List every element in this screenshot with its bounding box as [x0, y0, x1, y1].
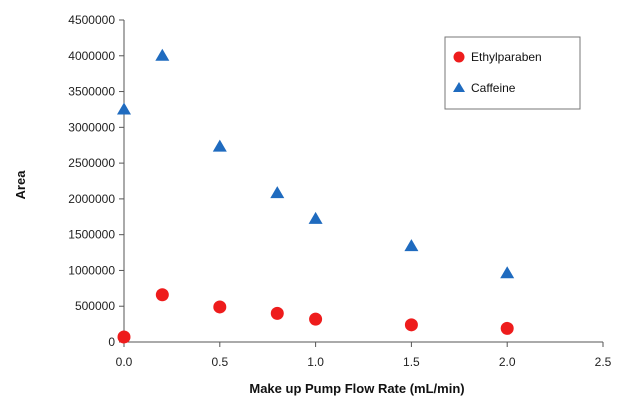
legend-label-ethylparaben: Ethylparaben [471, 50, 542, 64]
y-tick-label: 0 [108, 335, 115, 349]
x-axis-ticks: 0.0 0.5 1.0 1.5 2.0 2.5 [116, 342, 612, 369]
y-tick-label: 4500000 [68, 13, 115, 27]
point-caffeine [117, 102, 131, 115]
y-tick-label: 3500000 [68, 85, 115, 99]
legend-marker-ethylparaben [453, 51, 465, 63]
y-axis-title: Area [13, 170, 28, 200]
x-tick-label: 1.0 [307, 355, 324, 369]
x-tick-label: 2.5 [595, 355, 612, 369]
point-ethylparaben [155, 288, 169, 302]
point-ethylparaben [270, 306, 284, 320]
point-caffeine [270, 186, 285, 199]
y-tick-label: 1500000 [68, 228, 115, 242]
legend-label-caffeine: Caffeine [471, 81, 516, 95]
y-tick-label: 3000000 [68, 120, 115, 134]
x-tick-label: 0.5 [211, 355, 228, 369]
x-tick-label: 1.5 [403, 355, 420, 369]
legend-box [444, 36, 581, 110]
x-tick-label: 2.0 [499, 355, 516, 369]
x-tick-label: 0.0 [116, 355, 133, 369]
legend: Ethylparaben Caffeine [444, 36, 581, 110]
point-caffeine [500, 266, 515, 279]
point-caffeine [212, 139, 227, 152]
point-caffeine [308, 211, 323, 224]
legend-marker-caffeine [453, 82, 465, 92]
y-tick-label: 2500000 [68, 156, 115, 170]
point-ethylparaben [117, 330, 131, 344]
point-caffeine [155, 48, 170, 61]
point-ethylparaben [309, 312, 323, 326]
x-axis-title: Make up Pump Flow Rate (mL/min) [249, 381, 464, 396]
y-tick-label: 4000000 [68, 49, 115, 63]
y-axis-ticks: 0 500000 1000000 1500000 2000000 2500000 30000… [68, 13, 124, 349]
y-tick-label: 500000 [75, 299, 115, 313]
point-ethylparaben [500, 321, 514, 335]
point-ethylparaben [404, 318, 418, 332]
y-tick-label: 2000000 [68, 192, 115, 206]
data-points [117, 48, 515, 344]
point-ethylparaben [213, 300, 227, 314]
point-caffeine [404, 239, 419, 252]
y-tick-label: 1000000 [68, 263, 115, 277]
